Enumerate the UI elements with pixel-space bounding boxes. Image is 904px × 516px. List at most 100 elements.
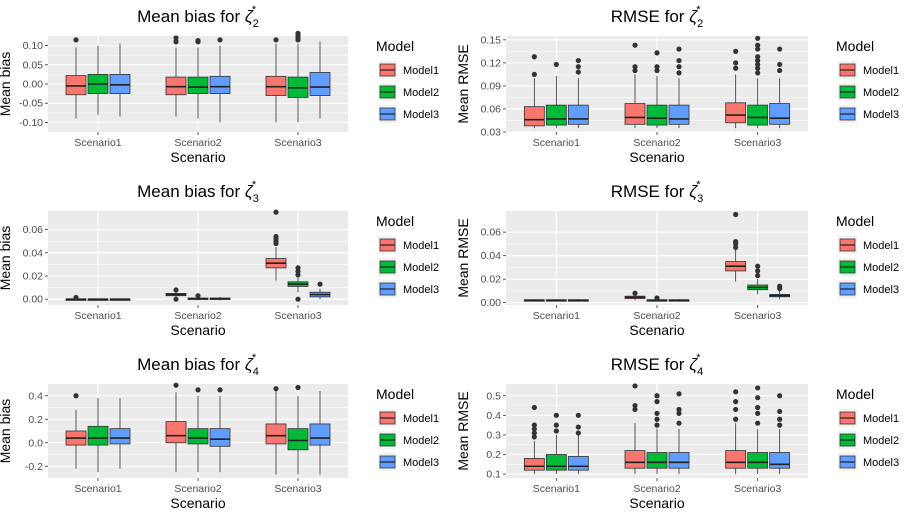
outlier-point	[676, 391, 682, 397]
panel-title-superscript: *	[696, 4, 701, 16]
outlier-point	[654, 64, 660, 70]
legend-label-model2: Model2	[863, 435, 899, 447]
panel-title-prefix: RMSE for	[611, 355, 689, 374]
panel-title-prefix: RMSE for	[611, 7, 689, 26]
box-model3-scenario2	[209, 296, 231, 301]
box-model1-scenario1	[65, 37, 87, 119]
legend-label-model1: Model1	[403, 240, 439, 252]
outlier-point	[733, 48, 739, 54]
legend-label-model2: Model2	[403, 87, 439, 99]
outlier-point	[173, 35, 179, 41]
box-iqr	[545, 104, 567, 126]
outlier-point	[654, 67, 660, 74]
box-model3-scenario2	[668, 46, 690, 129]
panel-title-zeta: ζ	[689, 182, 698, 201]
outlier-point	[755, 404, 761, 411]
legend-label-model2: Model2	[863, 262, 899, 274]
y-axis-title: Mean bias	[0, 52, 13, 117]
box-model3-scenario1	[109, 398, 131, 469]
legend-title: Model	[376, 213, 414, 229]
outlier-point	[733, 60, 739, 66]
box-model1-scenario3	[265, 209, 287, 281]
y-tick-label: 0.05	[23, 59, 44, 71]
x-tick-label: Scenario2	[633, 310, 680, 322]
panel-title-prefix: Mean bias for	[137, 355, 245, 374]
outlier-point	[755, 268, 761, 274]
panel-title: Mean bias for ζ3 *	[137, 179, 259, 205]
panel-title: RMSE for ζ2 *	[611, 4, 703, 30]
x-tick-label: Scenario1	[74, 483, 121, 495]
y-tick-label: 0.03	[481, 127, 502, 139]
panel-title-zeta: ζ	[245, 7, 254, 26]
y-axis-title: Mean RMSE	[455, 218, 471, 297]
outlier-point	[553, 428, 559, 434]
outlier-point	[575, 64, 581, 70]
panel-title: Mean bias for ζ2 *	[137, 4, 259, 30]
box-model2-scenario1	[87, 45, 109, 115]
outlier-point	[531, 426, 537, 432]
box-model2-scenario3	[287, 30, 309, 123]
outlier-point	[755, 65, 761, 71]
panel-title-superscript: *	[252, 179, 257, 191]
box-model3-scenario2	[668, 299, 690, 302]
legend-label-model1: Model1	[403, 413, 439, 425]
outlier-point	[531, 430, 537, 436]
box-model1-scenario3	[725, 48, 747, 129]
outlier-point	[733, 238, 739, 245]
outlier-point	[777, 408, 783, 415]
box-model3-scenario3	[309, 391, 331, 475]
chart-panel-5: -0.2 0.0 0.2 0.4 Scenario1 Scenario2 Scenario3…	[0, 352, 439, 511]
panel-title-subscript: 2	[697, 18, 703, 30]
box-model3-scenario1	[109, 43, 131, 117]
box-model3-scenario3	[309, 41, 331, 119]
y-tick-label: 0.5	[486, 390, 501, 402]
box-model1-scenario3	[725, 211, 747, 282]
box-model2-scenario2	[187, 387, 209, 473]
outlier-point	[654, 410, 660, 416]
y-tick-label: -0.2	[25, 461, 43, 473]
x-tick-label: Scenario3	[274, 310, 321, 322]
outlier-point	[654, 422, 660, 428]
box-iqr	[567, 104, 589, 125]
outlier-point	[676, 420, 682, 426]
outlier-point	[777, 422, 783, 428]
box-iqr	[309, 423, 331, 446]
y-tick-label: 0.04	[481, 250, 502, 262]
panel-title-prefix: RMSE for	[611, 182, 689, 201]
legend-label-model1: Model1	[863, 413, 899, 425]
y-tick-label: 0.04	[23, 247, 44, 259]
x-tick-label: Scenario3	[734, 310, 781, 322]
box-model2-scenario2	[646, 393, 668, 475]
y-tick-label: 0.02	[481, 274, 502, 286]
outlier-point	[777, 46, 783, 52]
outlier-point	[676, 64, 682, 70]
x-tick-label: Scenario1	[533, 137, 580, 149]
box-model2-scenario2	[187, 38, 209, 119]
x-tick-label: Scenario3	[734, 137, 781, 149]
box-iqr	[187, 76, 209, 94]
outlier-point	[654, 50, 660, 56]
legend-title: Model	[836, 386, 874, 402]
box-model1-scenario1	[65, 294, 87, 301]
box-iqr	[668, 104, 690, 125]
outlier-point	[654, 295, 660, 301]
box-model2-scenario1	[87, 398, 109, 473]
box-iqr	[646, 104, 668, 126]
outlier-point	[553, 422, 559, 428]
box-model2-scenario3	[287, 384, 309, 475]
box-model1-scenario2	[165, 35, 187, 117]
box-iqr	[725, 102, 747, 124]
outlier-point	[632, 42, 638, 48]
outlier-point	[654, 416, 660, 422]
box-iqr	[187, 428, 209, 445]
outlier-point	[632, 64, 638, 70]
x-axis-title: Scenario	[629, 149, 684, 165]
outlier-point	[531, 422, 537, 428]
x-tick-label: Scenario1	[533, 310, 580, 322]
y-tick-label: 0.0	[28, 437, 43, 449]
y-axis-title: Mean RMSE	[455, 44, 471, 123]
y-tick-label: 0.06	[23, 224, 44, 236]
legend: Model Model1 Model2 Model3	[836, 213, 899, 298]
legend-title: Model	[376, 386, 414, 402]
